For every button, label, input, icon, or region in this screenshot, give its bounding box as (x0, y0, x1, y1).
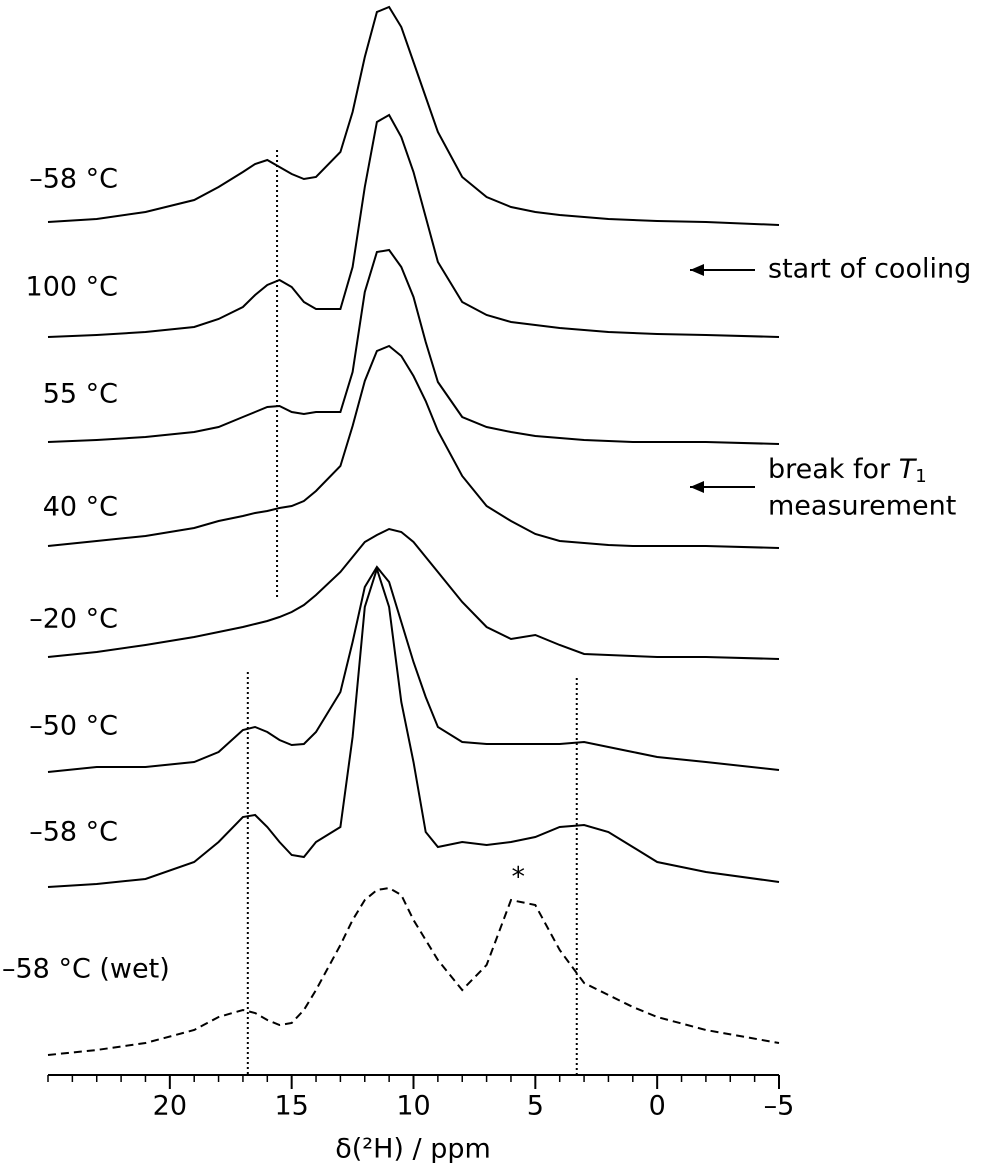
annotation: break for T1 (768, 454, 927, 488)
annotation-subscript: 1 (915, 466, 926, 487)
x-tick-label: 15 (274, 1091, 308, 1122)
annotation: start of cooling (768, 254, 971, 285)
x-tick-label: 5 (527, 1091, 544, 1122)
spectrum (47, 248, 780, 445)
arrow-head (690, 264, 704, 276)
spectrum (47, 5, 780, 226)
annotation: measurement (768, 491, 956, 522)
series-label: –58 °C (29, 817, 118, 848)
spectrum (47, 527, 780, 660)
x-tick-label: 10 (396, 1091, 430, 1122)
x-tick-label: –5 (764, 1091, 795, 1122)
x-tick-label: 20 (153, 1091, 187, 1122)
series-label: –50 °C (29, 711, 118, 742)
spectrum (47, 565, 780, 773)
spectrum (47, 565, 780, 888)
asterisk: * (512, 862, 526, 893)
series-label: –20 °C (29, 604, 118, 635)
series-label: 40 °C (43, 492, 118, 523)
arrow-head (690, 481, 704, 493)
spectrum (47, 344, 780, 549)
series-label: –58 °C (wet) (2, 954, 170, 985)
spectrum (47, 113, 780, 338)
x-axis-label: δ(²H) / ppm (335, 1134, 491, 1165)
x-tick-label: 0 (649, 1091, 666, 1122)
annotation-symbol: T (899, 454, 918, 485)
series-label: 55 °C (43, 379, 118, 410)
series-label: –58 °C (29, 164, 118, 195)
annotation-text: break for (768, 454, 899, 485)
series-label: 100 °C (26, 272, 118, 303)
spectrum (47, 886, 780, 1056)
